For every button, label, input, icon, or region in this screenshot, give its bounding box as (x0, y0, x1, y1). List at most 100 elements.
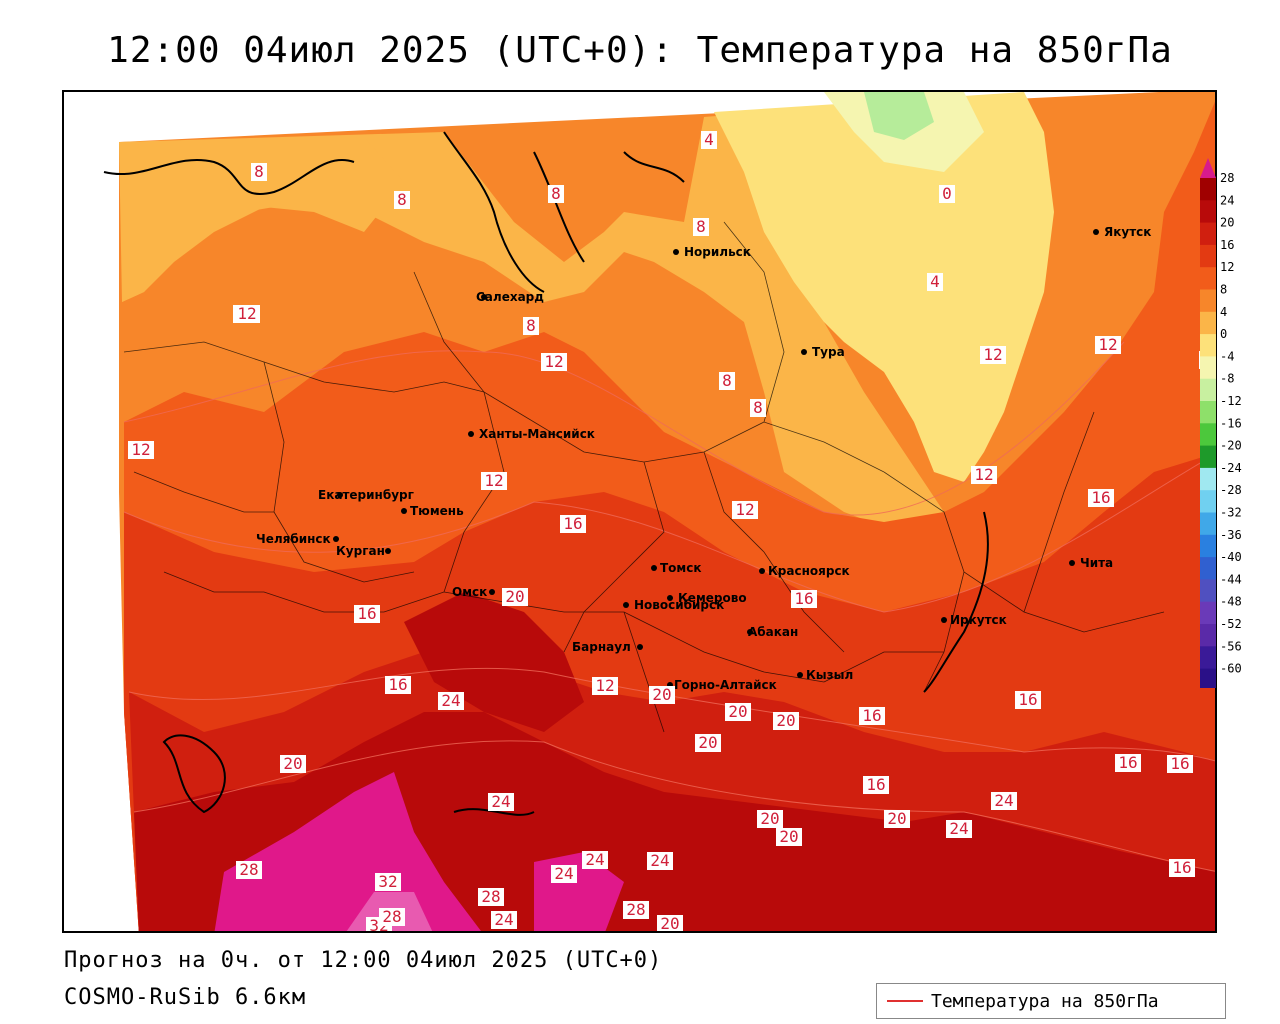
isotherm-label: 16 (1088, 488, 1114, 507)
colorbar-swatch (1200, 534, 1216, 558)
isotherm-label: 24 (647, 851, 673, 870)
svg-text:0: 0 (942, 184, 952, 203)
city-label: Салехард (476, 290, 544, 304)
colorbar-swatch (1200, 445, 1216, 469)
isotherm-label: 24 (491, 910, 517, 929)
city-dot (747, 629, 753, 635)
zone-cold-green (864, 92, 934, 140)
colorbar-tick-label: -56 (1220, 639, 1242, 653)
svg-text:16: 16 (388, 675, 407, 694)
colorbar-tick-label: -32 (1220, 506, 1242, 520)
isotherm-label: 8 (523, 316, 539, 335)
colorbar-top-arrow (1200, 158, 1216, 178)
isotherm-label: 20 (725, 702, 751, 721)
city-label: Якутск (1104, 225, 1151, 239)
svg-text:8: 8 (526, 316, 536, 335)
colorbar-swatch (1200, 244, 1216, 268)
isotherm-label: 12 (481, 471, 507, 490)
isotherm-label: 20 (757, 809, 783, 828)
svg-text:16: 16 (1172, 858, 1191, 877)
model-name: COSMO-RuSib 6.6км (64, 985, 307, 1010)
isotherm-label: 12 (980, 345, 1006, 364)
chart-title: 12:00 04июл 2025 (UTC+0): Температура на… (107, 30, 1173, 71)
city-dot (651, 565, 657, 571)
svg-text:16: 16 (1018, 690, 1037, 709)
city-label: Кемерово (678, 591, 747, 605)
colorbar-swatch (1200, 178, 1216, 201)
svg-text:24: 24 (994, 791, 1013, 810)
city-dot (385, 548, 391, 554)
colorbar-swatch (1200, 334, 1216, 357)
svg-text:8: 8 (397, 190, 407, 209)
city-label: Новосибирск (634, 598, 724, 612)
colorbar-tick-label: -48 (1220, 595, 1242, 609)
isotherm-label: 8 (719, 371, 735, 390)
svg-text:16: 16 (1091, 488, 1110, 507)
line-legend: Температура на 850гПа (876, 983, 1226, 1019)
svg-text:28: 28 (382, 907, 401, 926)
svg-text:16: 16 (357, 604, 376, 623)
svg-text:20: 20 (660, 914, 679, 933)
zone-central-4b (904, 212, 1024, 442)
legend-line-swatch (887, 1000, 923, 1002)
coastline (103, 131, 989, 816)
svg-text:12: 12 (131, 440, 150, 459)
isotherm-label: 24 (551, 864, 577, 883)
forecast-info: Прогноз на 0ч. от 12:00 04июл 2025 (UTC+… (64, 948, 663, 973)
city-label: Челябинск (256, 532, 331, 546)
isotherm-label: 16 (385, 675, 411, 694)
isotherm-label: 4 (927, 272, 943, 291)
city-dot (1069, 560, 1075, 566)
city-dot (1093, 229, 1099, 235)
isotherm-label: 20 (695, 733, 721, 752)
svg-text:16: 16 (1170, 754, 1189, 773)
isotherm-label: 12 (732, 500, 758, 519)
isotherm-label: 12 (541, 352, 567, 371)
isotherm-label: 12 (128, 440, 154, 459)
colorbar-tick-label: 0 (1220, 327, 1227, 341)
city-label: Чита (1080, 556, 1113, 570)
colorbar-tick-label: 28 (1220, 171, 1234, 185)
isotherm-labels: 8401288481212888412121216121216162016121… (128, 130, 1215, 933)
city-dot (673, 249, 679, 255)
colorbar-tick-label: -28 (1220, 483, 1242, 497)
svg-text:20: 20 (779, 827, 798, 846)
svg-text:8: 8 (722, 371, 732, 390)
city-dot (337, 492, 343, 498)
isotherm-label: 8 (693, 217, 709, 236)
svg-text:32: 32 (378, 872, 397, 891)
colorbar-swatch (1200, 423, 1216, 447)
isotherm-label: 16 (1115, 753, 1141, 772)
city-dot (468, 431, 474, 437)
city-dot (401, 508, 407, 514)
zone-north-8 (119, 112, 964, 542)
colorbar-tick-label: -16 (1220, 416, 1242, 430)
svg-text:12: 12 (484, 471, 503, 490)
svg-text:24: 24 (650, 851, 669, 870)
colorbar-tick-label: 16 (1220, 238, 1234, 252)
city-dot (801, 349, 807, 355)
svg-text:20: 20 (283, 754, 302, 773)
isotherm-label: 16 (560, 514, 586, 533)
isotherm-label: 4 (701, 130, 717, 149)
isotherm-label: 28 (236, 860, 262, 879)
map-canvas: Норильск Салехард Тура Якутск Ханты-Мансийск… (103, 92, 1215, 933)
city-label: Горно-Алтайск (674, 678, 777, 692)
svg-text:20: 20 (776, 711, 795, 730)
colorbar-swatch (1200, 668, 1216, 688)
city-label: Тюмень (410, 504, 464, 518)
svg-text:20: 20 (887, 809, 906, 828)
city-label: Екатеринбург (318, 488, 414, 502)
svg-text:28: 28 (239, 860, 258, 879)
svg-text:24: 24 (949, 819, 968, 838)
colorbar-swatch (1200, 601, 1216, 625)
colorbar-swatch (1200, 222, 1216, 246)
colorbar-swatch (1200, 557, 1216, 580)
svg-text:20: 20 (652, 685, 671, 704)
svg-text:8: 8 (753, 398, 763, 417)
colorbar-tick-label: -20 (1220, 439, 1242, 453)
city-dot (797, 672, 803, 678)
svg-text:20: 20 (728, 702, 747, 721)
zone-24-west (404, 592, 584, 732)
city-label: Омск (452, 585, 487, 599)
